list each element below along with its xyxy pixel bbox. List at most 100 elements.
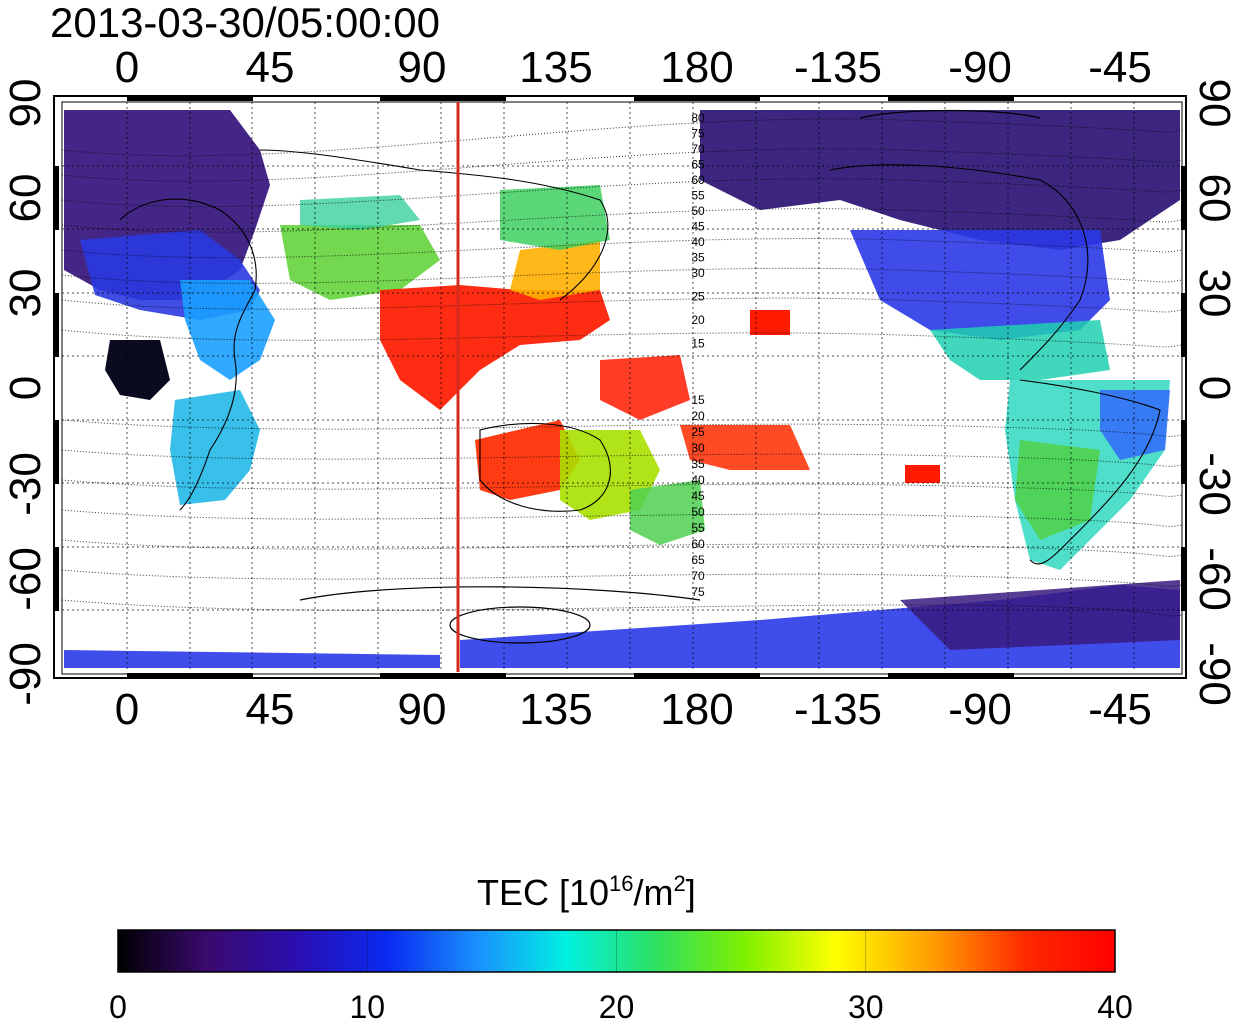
map-inner-frame <box>61 101 1183 675</box>
lat-tick-right: 0 <box>1190 376 1235 400</box>
lon-tick-bottom: -90 <box>948 685 1012 734</box>
colorbar-title: TEC [1016/m2] <box>477 871 696 913</box>
contour-label-south: 40 <box>691 473 705 487</box>
contour-label-south: 15 <box>691 393 705 407</box>
contour-label-south: 65 <box>691 553 705 567</box>
lat-ticks-left: 90 60 30 0 -30 -60 -90 <box>1 79 50 706</box>
tec-patch-hawaii-red <box>750 310 790 335</box>
lon-ticks-bottom: 0 45 90 135 180 -135 -90 -45 <box>115 685 1152 734</box>
colorbar-tick-label: 10 <box>349 989 385 1021</box>
contour-label-north: 65 <box>691 158 705 172</box>
colorbar-gradient <box>117 929 1116 973</box>
lat-tick-left: -60 <box>1 547 50 611</box>
lon-tick-bottom: -135 <box>794 685 882 734</box>
lon-tick-top: -135 <box>794 43 882 92</box>
contour-label-north: 50 <box>691 204 705 218</box>
lon-tick-bottom: 0 <box>115 685 139 734</box>
contour-label-north: 30 <box>691 266 705 280</box>
contour-label-south: 45 <box>691 489 705 503</box>
tec-region-central-america-teal <box>930 320 1110 380</box>
lat-tick-left: 90 <box>1 79 50 128</box>
tec-region-africa-south <box>170 390 260 505</box>
lon-tick-bottom: -45 <box>1088 685 1152 734</box>
lon-tick-top: 180 <box>660 43 733 92</box>
lat-tick-left: 60 <box>1 174 50 223</box>
lat-tick-right: 90 <box>1190 79 1235 128</box>
lon-tick-bottom: 180 <box>660 685 733 734</box>
lon-tick-top: 135 <box>519 43 592 92</box>
contour-label-south: 35 <box>691 457 705 471</box>
contour-label-south: 60 <box>691 537 705 551</box>
contour-label-south: 30 <box>691 441 705 455</box>
lon-tick-top: 0 <box>115 43 139 92</box>
colorbar-tick-label: 40 <box>1097 989 1133 1021</box>
contour-label-south: 20 <box>691 409 705 423</box>
colorbar-ticks: 0 10 20 30 40 <box>109 930 1133 1021</box>
lat-tick-right: 30 <box>1190 269 1235 318</box>
frame-ticks <box>54 96 1186 678</box>
tec-region-newzealand-green <box>630 480 705 545</box>
lon-ticks-top: 0 45 90 135 180 -135 -90 -45 <box>115 43 1152 92</box>
lat-tick-right: 60 <box>1190 174 1235 223</box>
graticule <box>62 102 1182 672</box>
contour-label-north: 25 <box>691 290 705 304</box>
lat-tick-right: -60 <box>1190 547 1235 611</box>
tec-region-south-america-green <box>1015 440 1100 540</box>
contour-label-south: 75 <box>691 585 705 599</box>
contour-label-north: 40 <box>691 235 705 249</box>
tec-data-layer <box>64 110 1180 668</box>
tec-region-asia-green <box>280 225 440 300</box>
tec-region-north-america-blue <box>850 230 1110 340</box>
lat-ticks-right: 90 60 30 0 -30 -60 -90 <box>1190 79 1235 706</box>
contour-label-north: 60 <box>691 173 705 187</box>
lon-tick-bottom: 135 <box>519 685 592 734</box>
lat-tick-left: 30 <box>1 269 50 318</box>
tec-region-north-america-dark <box>700 110 1180 250</box>
colorbar-tick-label: 20 <box>599 989 635 1021</box>
contour-labels-south: 15 20 25 30 35 40 45 50 55 60 65 70 75 <box>691 393 705 599</box>
contour-label-north: 35 <box>691 251 705 265</box>
timestamp-title: 2013-03-30/05:00:00 <box>50 0 440 46</box>
tec-region-south-pacific-red <box>680 425 810 470</box>
contour-label-north: 80 <box>691 111 705 125</box>
tec-region-australia-red <box>475 420 580 500</box>
contour-label-north: 75 <box>691 127 705 141</box>
contour-label-south: 50 <box>691 505 705 519</box>
tec-region-africa-north <box>180 280 275 380</box>
lon-tick-top: 90 <box>398 43 447 92</box>
contour-label-south: 25 <box>691 425 705 439</box>
contour-label-north: 15 <box>691 337 705 351</box>
colorbar-tick-label: 0 <box>109 989 127 1021</box>
lat-tick-left: 0 <box>1 376 50 400</box>
colorbar: TEC [1016/m2] 0 10 20 30 40 <box>109 871 1133 1021</box>
tec-region-antarctica-dark <box>900 580 1180 650</box>
tec-region-west-africa-dark <box>105 340 170 400</box>
contour-label-south: 70 <box>691 569 705 583</box>
tec-patch-pacific-red-2 <box>905 465 940 483</box>
lat-tick-left: -30 <box>1 452 50 516</box>
contour-label-south: 55 <box>691 521 705 535</box>
tec-region-se-asia-red <box>380 285 610 410</box>
tec-region-japan-green <box>500 185 610 250</box>
contour-label-north: 45 <box>691 220 705 234</box>
lat-tick-left: -90 <box>1 642 50 706</box>
tec-region-pacific-red <box>600 355 690 420</box>
tec-region-asia-green-2 <box>300 195 420 230</box>
colorbar-tick-label: 30 <box>848 989 884 1021</box>
contour-label-north: 70 <box>691 142 705 156</box>
lon-tick-top: -45 <box>1088 43 1152 92</box>
lon-tick-top: -90 <box>948 43 1012 92</box>
magnetic-contours <box>62 118 1183 617</box>
lon-tick-top: 45 <box>246 43 295 92</box>
lon-tick-bottom: 90 <box>398 685 447 734</box>
contour-label-north: 55 <box>691 189 705 203</box>
lat-tick-right: -30 <box>1190 452 1235 516</box>
lat-tick-right: -90 <box>1190 642 1235 706</box>
magnetic-pole-south <box>299 109 1041 644</box>
coastlines <box>119 149 1161 565</box>
contour-label-north: 20 <box>691 313 705 327</box>
lon-tick-bottom: 45 <box>246 685 295 734</box>
